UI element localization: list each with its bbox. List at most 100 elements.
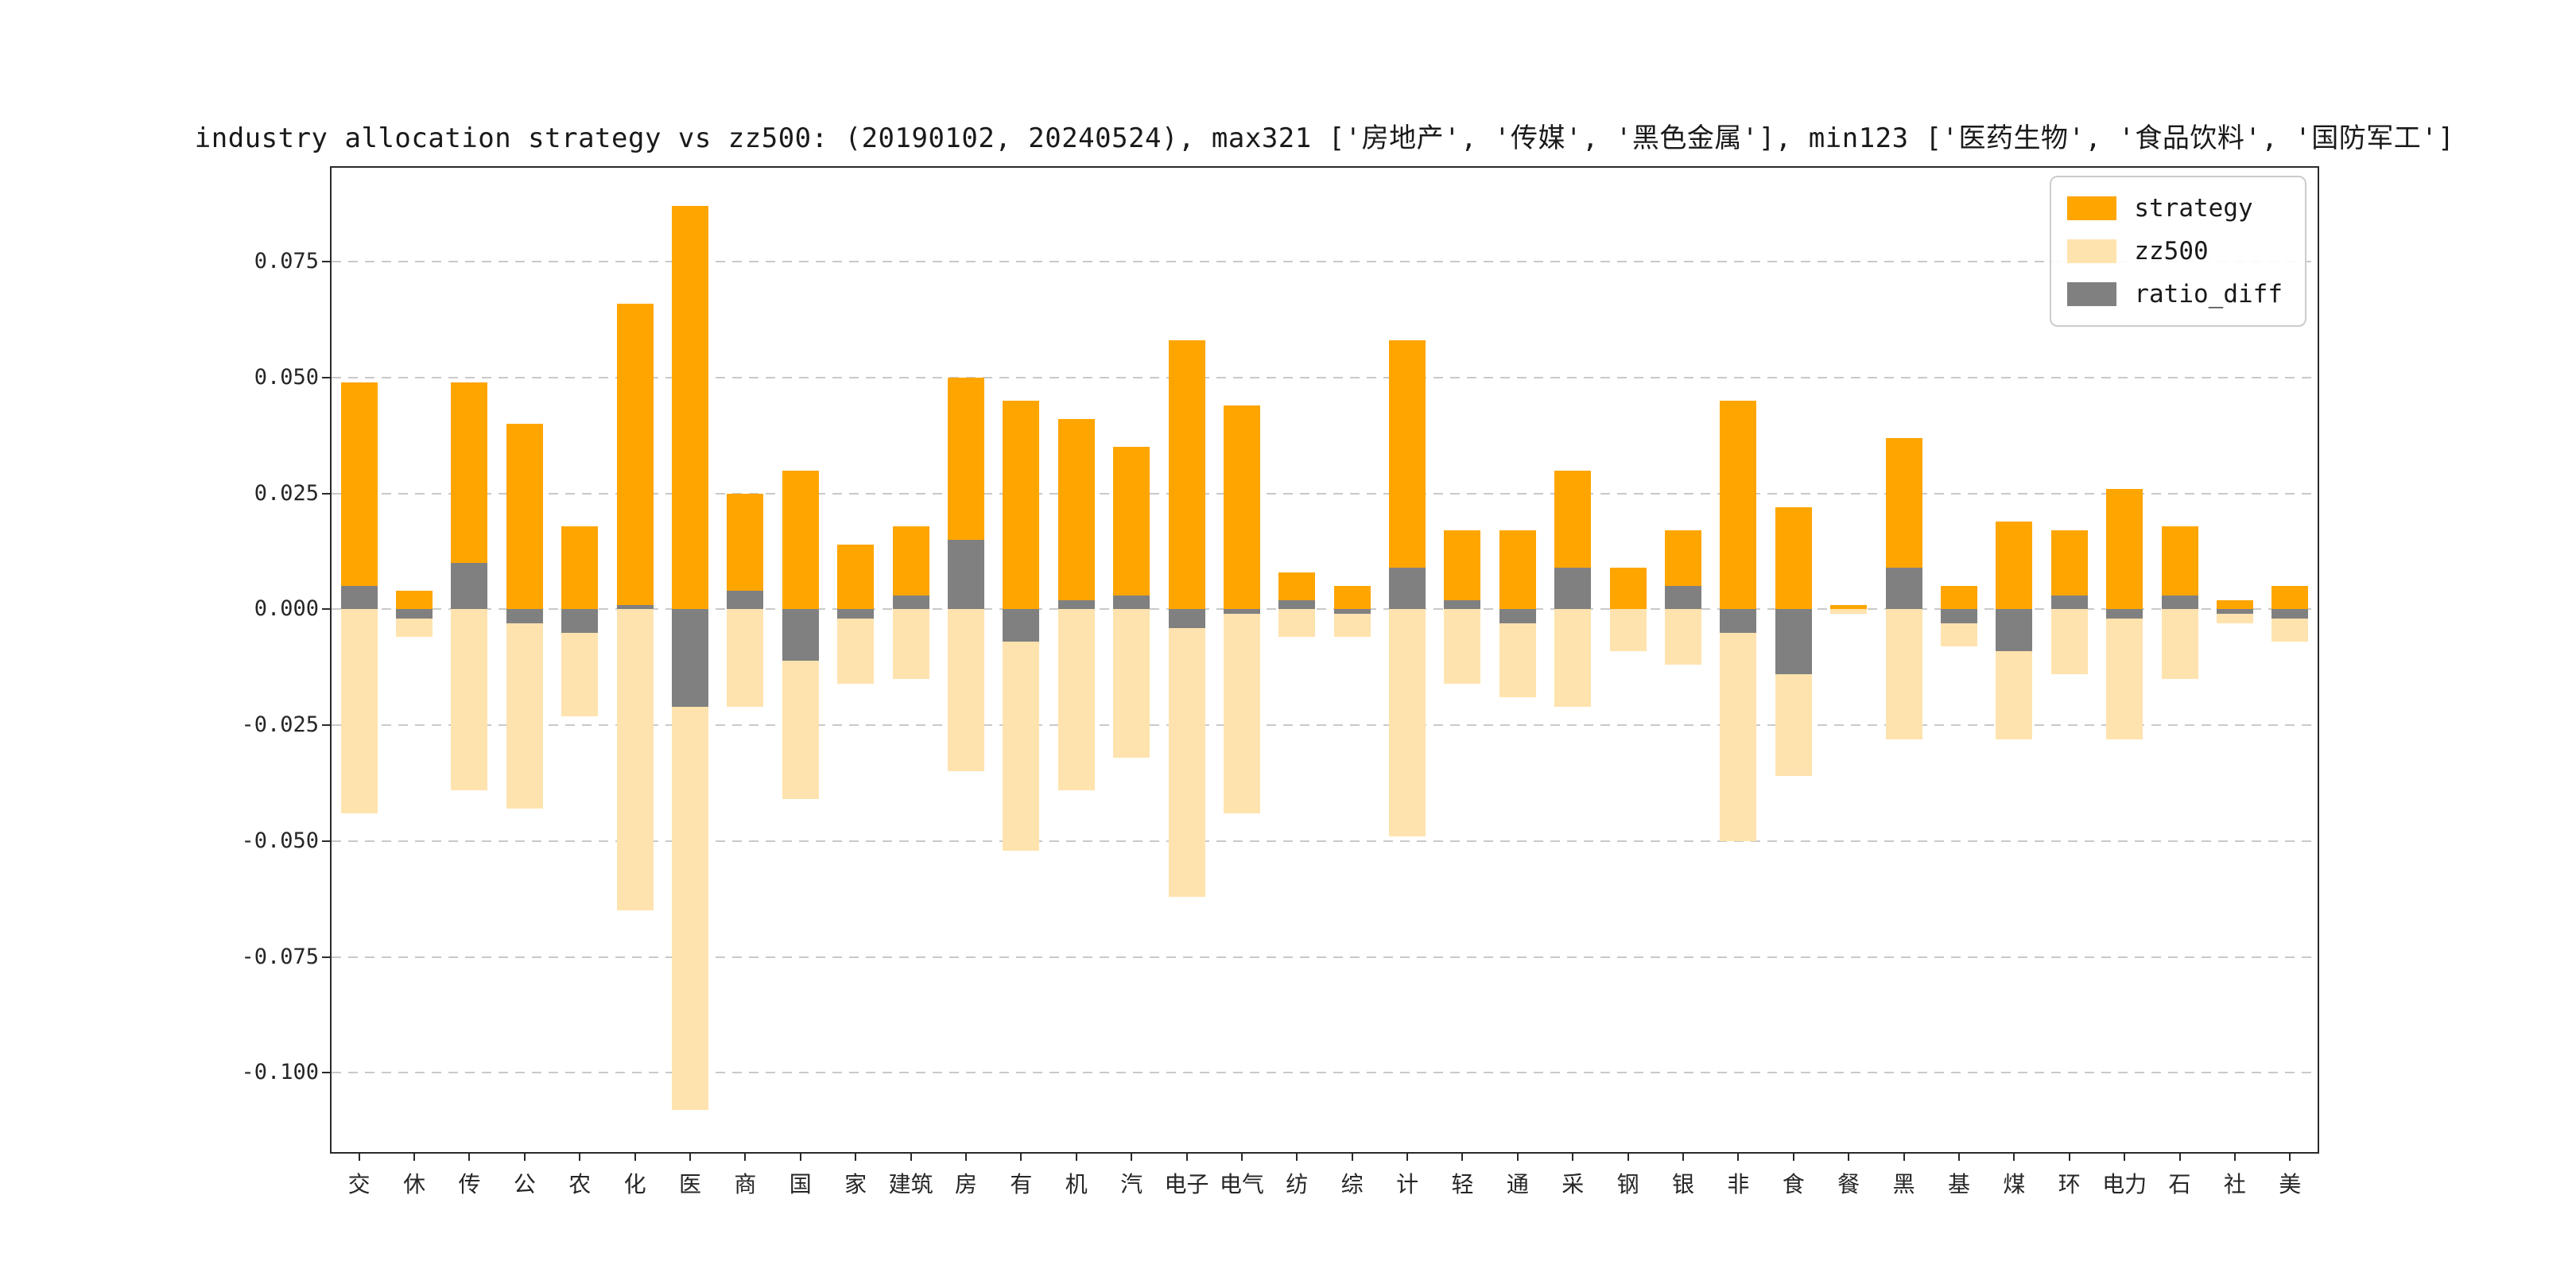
x-tick-label: 传: [458, 1171, 481, 1197]
zz500-bar: [837, 609, 875, 684]
ratio_diff-bar: [1940, 609, 1977, 623]
legend-swatch-zz500: [2067, 239, 2117, 263]
ratio_diff-bar: [1775, 609, 1812, 675]
x-tick-mark: [2124, 1154, 2126, 1161]
x-tick-label: 电子: [1164, 1171, 1209, 1197]
strategy-bar: [782, 470, 819, 610]
strategy-bar: [1775, 507, 1812, 610]
x-tick-mark: [1903, 1154, 1905, 1161]
ratio_diff-bar: [837, 609, 875, 619]
strategy-bar: [2271, 586, 2309, 610]
x-tick-mark: [413, 1154, 416, 1161]
legend-item-ratio_diff: ratio_diff: [2067, 273, 2283, 316]
ratio_diff-bar: [1444, 599, 1481, 610]
x-tick-mark: [358, 1154, 360, 1161]
x-tick-label: 食: [1782, 1171, 1805, 1197]
x-tick-label: 计: [1396, 1171, 1419, 1197]
ratio_diff-bar: [561, 609, 599, 633]
zz500-bar: [506, 609, 543, 809]
zz500-bar: [616, 609, 654, 911]
ratio_diff-bar: [727, 591, 764, 610]
y-tick-mark: [322, 608, 330, 611]
x-tick-label: 综: [1340, 1171, 1364, 1197]
x-tick-label: 纺: [1286, 1171, 1309, 1197]
strategy-bar: [1996, 521, 2033, 610]
x-tick-label: 基: [1947, 1171, 1970, 1197]
x-tick-label: 餐: [1837, 1171, 1860, 1197]
ratio_diff-bar: [2216, 609, 2253, 615]
x-tick-label: 煤: [2003, 1171, 2026, 1197]
x-tick-mark: [634, 1154, 636, 1161]
x-tick-label: 农: [568, 1171, 592, 1197]
x-tick-mark: [1296, 1154, 1298, 1161]
x-tick-label: 银: [1672, 1171, 1695, 1197]
x-tick-label: 电气: [1219, 1171, 1264, 1197]
legend-label-ratio_diff: ratio_diff: [2134, 280, 2283, 308]
x-tick-mark: [2013, 1154, 2015, 1161]
zz500-bar: [1389, 609, 1426, 837]
ratio_diff-bar: [1168, 609, 1205, 628]
strategy-bar: [561, 526, 599, 610]
x-tick-mark: [964, 1154, 967, 1161]
x-tick-label: 交: [347, 1171, 370, 1197]
strategy-bar: [340, 382, 378, 610]
x-tick-label: 美: [2279, 1171, 2302, 1197]
ratio_diff-bar: [1996, 609, 2033, 651]
x-tick-mark: [1406, 1154, 1409, 1161]
x-tick-mark: [1020, 1154, 1022, 1161]
x-tick-label: 钢: [1616, 1171, 1639, 1197]
legend: strategy zz500 ratio_diff: [2050, 176, 2306, 327]
zz500-bar: [1333, 609, 1371, 638]
ratio_diff-bar: [1499, 609, 1536, 623]
y-tick-label: 0.025: [254, 480, 319, 506]
strategy-bar: [837, 544, 875, 610]
gridline: [332, 377, 2318, 379]
strategy-bar: [672, 206, 709, 610]
ratio_diff-bar: [2271, 609, 2309, 619]
x-tick-mark: [1351, 1154, 1353, 1161]
x-tick-label: 通: [1506, 1171, 1529, 1197]
gridline: [332, 608, 2318, 611]
ratio_diff-bar: [672, 609, 709, 707]
zz500-bar: [1168, 609, 1205, 897]
x-tick-label: 社: [2223, 1171, 2246, 1197]
x-tick-label: 机: [1065, 1171, 1088, 1197]
ratio_diff-bar: [947, 540, 984, 610]
legend-swatch-ratio_diff: [2067, 282, 2117, 306]
y-tick-mark: [322, 492, 330, 495]
x-tick-label: 国: [789, 1171, 812, 1197]
strategy-bar: [616, 303, 654, 610]
x-tick-label: 医: [679, 1171, 702, 1197]
x-tick-mark: [2068, 1154, 2070, 1161]
x-tick-label: 建筑: [888, 1171, 933, 1197]
y-tick-mark: [322, 261, 330, 263]
ratio_diff-bar: [2161, 595, 2198, 610]
gridline: [332, 492, 2318, 495]
strategy-bar: [1940, 586, 1977, 610]
ratio_diff-bar: [340, 586, 378, 610]
zz500-bar: [1499, 609, 1536, 698]
x-tick-label: 有: [1010, 1171, 1033, 1197]
zz500-bar: [947, 609, 984, 772]
strategy-bar: [1003, 401, 1040, 610]
x-tick-mark: [1627, 1154, 1629, 1161]
strategy-bar: [2216, 599, 2253, 610]
zz500-bar: [340, 609, 378, 813]
legend-swatch-strategy: [2067, 196, 2117, 220]
x-tick-mark: [1957, 1154, 1960, 1161]
strategy-bar: [1444, 530, 1481, 610]
strategy-bar: [1830, 604, 1868, 610]
x-tick-mark: [689, 1154, 692, 1161]
ratio_diff-bar: [1223, 609, 1260, 615]
zz500-bar: [2050, 609, 2088, 675]
ratio_diff-bar: [616, 604, 654, 610]
ratio_diff-bar: [892, 595, 929, 610]
x-tick-label: 公: [513, 1171, 536, 1197]
y-tick-label: 0.050: [254, 365, 319, 390]
x-tick-mark: [1682, 1154, 1685, 1161]
ratio_diff-bar: [1885, 568, 1922, 610]
ratio_diff-bar: [1554, 568, 1592, 610]
x-tick-mark: [855, 1154, 857, 1161]
zz500-bar: [1278, 609, 1316, 638]
x-tick-mark: [468, 1154, 471, 1161]
